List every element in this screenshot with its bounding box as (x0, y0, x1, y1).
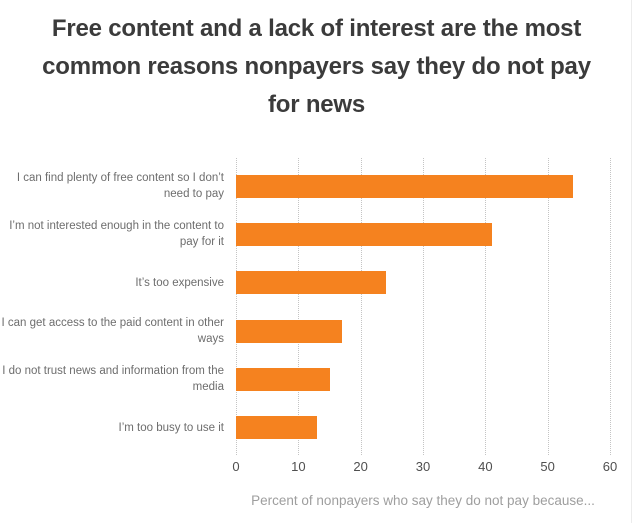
bar-track (236, 416, 610, 440)
plot-area: I can find plenty of free content so I d… (0, 158, 633, 455)
bar (236, 222, 492, 246)
chart-row: I can find plenty of free content so I d… (0, 162, 610, 210)
category-label: I’m too busy to use it (118, 421, 224, 434)
gridline (610, 158, 611, 455)
chart-title: Free content and a lack of interest are … (42, 15, 591, 118)
grid-overlay (236, 158, 611, 455)
x-axis-caption: Percent of nonpayers who say they do not… (251, 493, 595, 508)
gridline (360, 158, 362, 455)
bar (236, 416, 318, 440)
gridline (236, 158, 237, 455)
bar-track (236, 174, 610, 198)
x-tick-label: 0 (232, 459, 240, 474)
bar-track (236, 319, 610, 343)
chart-row: I’m too busy to use it (0, 404, 610, 452)
bar-track (236, 222, 610, 246)
category-label: I can get access to the paid content in … (1, 317, 224, 346)
x-tick-label: 40 (478, 459, 493, 474)
chart-row: I do not trust news and information from… (0, 355, 610, 403)
chart-row: It’s too expensive (0, 259, 610, 307)
category-label: I do not trust news and information from… (2, 365, 224, 394)
bar (236, 319, 342, 343)
category-label: It’s too expensive (135, 276, 224, 289)
chart-row: I’m not interested enough in the content… (0, 210, 610, 258)
gridline (547, 158, 549, 455)
x-axis: 0 10 20 30 40 50 60 (232, 459, 617, 475)
bar-track (236, 271, 610, 295)
x-tick-label: 30 (415, 459, 431, 474)
x-tick-label: 10 (291, 459, 306, 474)
bar (236, 271, 386, 295)
category-label: I can find plenty of free content so I d… (16, 172, 224, 201)
bar (236, 174, 573, 198)
x-tick-label: 60 (602, 459, 618, 474)
bar (236, 367, 330, 391)
gridline (423, 158, 424, 455)
x-tick-label: 50 (540, 459, 555, 474)
gridline (298, 158, 300, 455)
gridline (485, 158, 487, 455)
category-label: I’m not interested enough in the content… (9, 220, 224, 249)
chart-row: I can get access to the paid content in … (0, 307, 610, 355)
bar-track (236, 367, 610, 391)
x-tick-label: 20 (353, 459, 368, 474)
bar-rows: I can find plenty of free content so I d… (0, 162, 610, 452)
right-edge-line (631, 0, 632, 523)
